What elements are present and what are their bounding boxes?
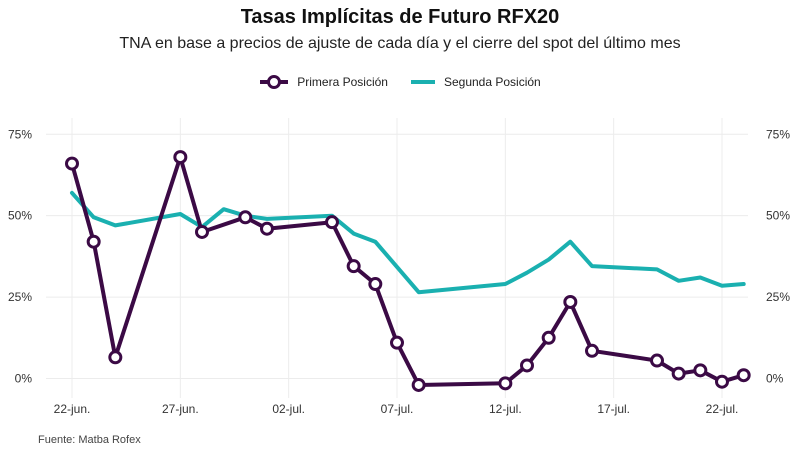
source-note: Fuente: Matba Rofex [38, 434, 141, 446]
x-tick-label: 17-jul. [597, 402, 630, 416]
data-point-primera [585, 343, 599, 358]
data-point-primera [86, 234, 101, 249]
data-point-primera [411, 377, 426, 392]
legend-item-segunda: Segunda Posición [410, 74, 541, 90]
data-point-primera [390, 335, 404, 350]
series-line-segunda [70, 190, 746, 295]
data-point-primera [715, 374, 729, 389]
data-point-primera [671, 366, 686, 381]
x-tick-label: 02-jul. [272, 402, 305, 416]
data-point-primera [108, 350, 123, 365]
y-tick-label-right: 0% [766, 371, 784, 385]
data-point-primera [650, 353, 664, 368]
y-tick-label-left: 50% [8, 209, 32, 223]
data-point-primera [498, 376, 513, 391]
x-tick-label: 22-jun. [54, 402, 91, 416]
data-point-primera [325, 215, 339, 230]
data-point-primera [238, 210, 253, 225]
x-tick-label: 12-jul. [489, 402, 522, 416]
data-point-primera [65, 156, 79, 171]
data-point-primera [563, 294, 578, 309]
legend-swatch-primera-icon [260, 75, 289, 89]
x-tick-label: 27-jun. [162, 402, 199, 416]
data-point-primera [368, 277, 383, 292]
data-point-primera [693, 363, 708, 378]
legend-label-segunda: Segunda Posición [443, 75, 541, 89]
y-tick-label-right: 25% [766, 290, 790, 304]
data-point-primera [260, 221, 274, 236]
series-line-primera [70, 155, 746, 387]
x-tick-label: 07-jul. [381, 402, 414, 416]
x-tick-label: 22-jul. [706, 402, 739, 416]
chart-subtitle: TNA en base a precios de ajuste de cada … [119, 35, 681, 52]
data-point-primera [541, 330, 556, 345]
y-tick-label-right: 50% [766, 209, 790, 223]
chart-title: Tasas Implícitas de Futuro RFX20 [240, 6, 560, 28]
y-tick-label-right: 75% [766, 127, 790, 141]
data-point-primera [195, 224, 209, 239]
legend-label-primera: Primera Posición [297, 75, 388, 89]
legend-item-primera: Primera Posición [259, 74, 388, 90]
data-point-primera [736, 368, 751, 383]
data-point-primera [520, 358, 534, 373]
y-tick-label-left: 0% [15, 371, 33, 385]
legend-swatch-segunda-icon [410, 80, 435, 84]
data-point-primera [346, 259, 361, 274]
y-tick-label-left: 25% [8, 290, 32, 304]
y-tick-label-left: 75% [8, 127, 32, 141]
data-point-primera [173, 150, 188, 165]
chart-legend: Primera Posición Segunda Posición [0, 74, 800, 90]
